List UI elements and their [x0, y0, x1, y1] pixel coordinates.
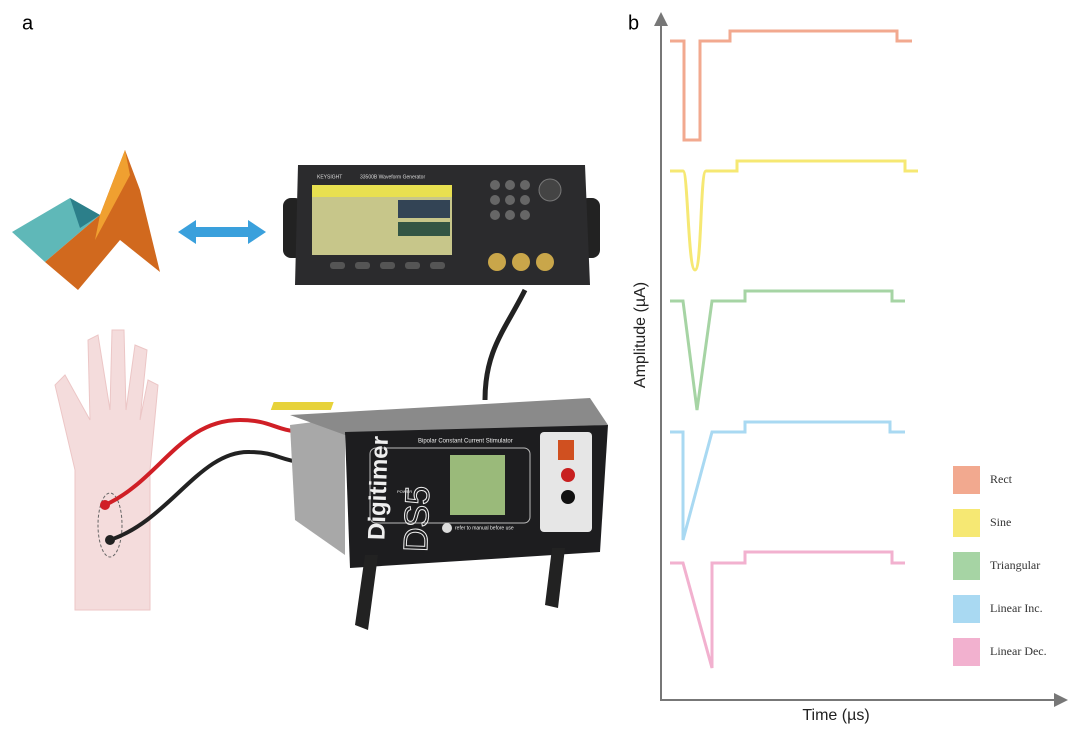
legend-swatch: [953, 509, 980, 537]
stimulator-note: refer to manual before use: [455, 525, 514, 531]
legend-label: Rect: [990, 472, 1013, 486]
waveform: [670, 289, 905, 411]
waveform: [670, 159, 918, 272]
axes: [654, 12, 1068, 707]
stimulator-brand: Digitimer: [363, 436, 394, 541]
legend-swatch: [953, 595, 980, 623]
generator-brand: KEYSIGHT: [317, 174, 342, 180]
x-axis-label: Time (µs): [802, 707, 869, 724]
matlab-logo: [12, 150, 160, 290]
hand: [54, 329, 159, 611]
y-axis-label: Amplitude (µA): [632, 282, 649, 388]
waveform: [670, 29, 912, 142]
legend-label: Triangular: [990, 558, 1040, 572]
panel-label: a: [22, 12, 34, 34]
generator-model: 33500B Waveform Generator: [360, 174, 425, 180]
stimulator-heading: Bipolar Constant Current Stimulator: [418, 439, 513, 445]
legend-label: Linear Dec.: [990, 644, 1047, 658]
legend-label: Sine: [990, 515, 1011, 529]
cable: [482, 288, 528, 401]
waveform-generator: KEYSIGHT 33500B Waveform Generator: [283, 165, 600, 285]
double-arrow: [178, 220, 266, 244]
stimulator-model: DS5: [397, 485, 437, 552]
panel-label: b: [628, 12, 639, 34]
legend-swatch: [953, 638, 980, 666]
electrode-area: [97, 492, 123, 558]
legend-swatch: [953, 552, 980, 580]
black-wire: [109, 449, 301, 542]
red-wire: [104, 417, 301, 507]
legend-label: Linear Inc.: [990, 601, 1043, 615]
waveform: [670, 420, 905, 541]
power-label: POWER: [397, 489, 412, 494]
waveform: [670, 550, 905, 669]
stimulator: Digitimer DS5 Bipolar Constant Current S…: [270, 398, 608, 630]
legend-swatch: [953, 466, 980, 494]
